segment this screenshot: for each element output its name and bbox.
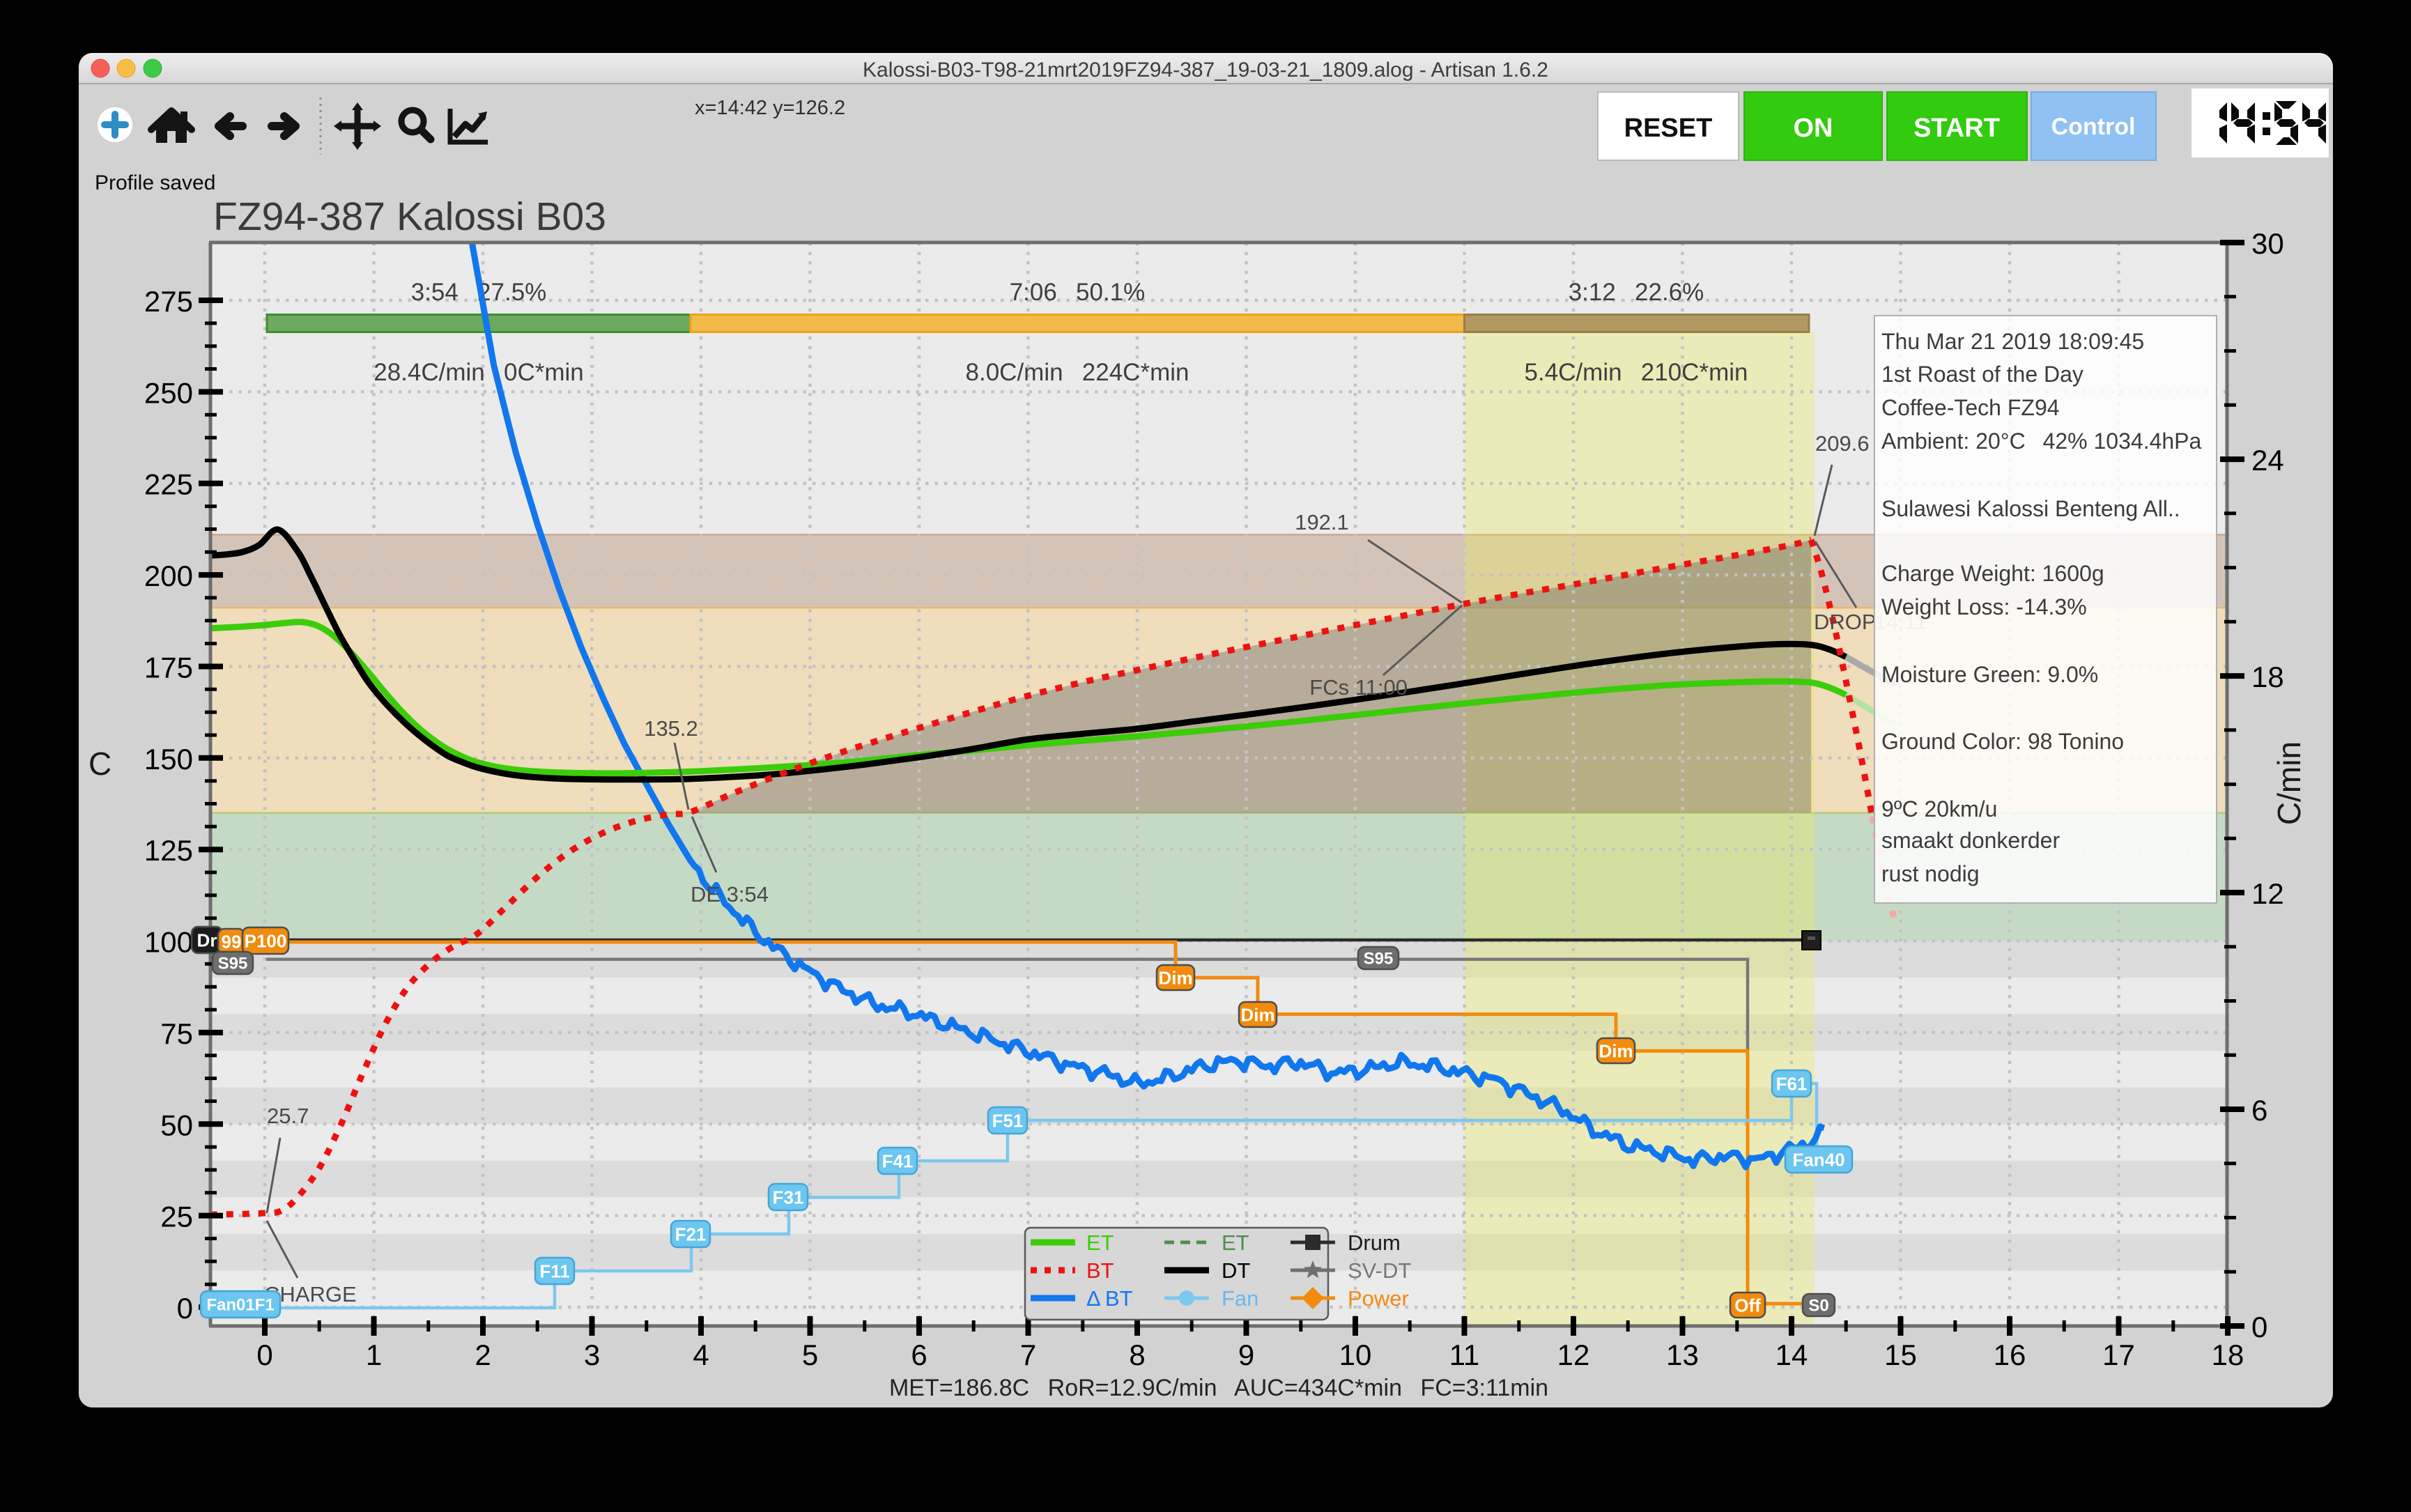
svg-text:15: 15 [1884,1339,1917,1371]
svg-text:3:12 22.6%: 3:12 22.6% [1569,279,1704,306]
svg-text:Fan40: Fan40 [1792,1149,1844,1170]
svg-text:125: 125 [144,834,193,867]
svg-text:275: 275 [144,285,193,318]
svg-text:3: 3 [584,1339,600,1371]
svg-text:12: 12 [2251,877,2284,910]
svg-text:28.4C/min 0C*min: 28.4C/min 0C*min [373,359,584,386]
svg-text:RESET: RESET [1624,114,1713,143]
svg-text:Dim: Dim [1240,1004,1274,1025]
svg-text:17: 17 [2102,1339,2135,1371]
svg-text:6: 6 [2251,1094,2267,1127]
svg-text:Ground Color: 98 Tonino: Ground Color: 98 Tonino [1881,729,2124,754]
svg-text:13: 13 [1666,1339,1699,1371]
svg-text:5: 5 [802,1339,818,1371]
svg-text:11: 11 [1449,1339,1480,1371]
svg-text:Sulawesi Kalossi Benteng All..: Sulawesi Kalossi Benteng All.. [1881,496,2180,521]
svg-text:smaakt donkerder: smaakt donkerder [1881,828,2060,853]
svg-text:Drum: Drum [1348,1231,1401,1255]
svg-text:225: 225 [144,468,193,501]
svg-text:30: 30 [2251,227,2284,260]
svg-text:Dim: Dim [1158,967,1192,988]
svg-text:4: 4 [693,1339,709,1371]
svg-text:Ambient: 20°C 42% 1034.4hPa: Ambient: 20°C 42% 1034.4hPa [1881,429,2202,454]
svg-text:18: 18 [2212,1339,2244,1371]
svg-text:ET: ET [1222,1231,1249,1255]
svg-text:Moisture Green: 9.0%: Moisture Green: 9.0% [1881,662,2098,687]
svg-text:Coffee-Tech FZ94: Coffee-Tech FZ94 [1881,395,2060,420]
svg-text:135.2: 135.2 [644,716,698,741]
svg-text:Power: Power [1348,1286,1409,1311]
svg-text:24: 24 [2251,444,2284,477]
svg-text:6: 6 [911,1339,927,1371]
svg-text:8: 8 [1129,1339,1145,1371]
svg-text:S95: S95 [218,955,248,973]
svg-text:Fan01F1: Fan01F1 [206,1296,274,1315]
svg-text:9: 9 [1238,1339,1254,1371]
svg-text:250: 250 [144,376,193,409]
svg-text:12: 12 [1557,1339,1590,1371]
svg-text:8.0C/min 224C*min: 8.0C/min 224C*min [966,359,1189,386]
svg-text:Dr: Dr [197,929,217,950]
svg-text:START: START [1913,114,2000,143]
svg-text:F31: F31 [773,1187,804,1208]
svg-text:F61: F61 [1776,1073,1808,1094]
svg-text:F21: F21 [675,1224,707,1244]
svg-text:Dim: Dim [1599,1040,1633,1061]
svg-text:5.4C/min 210C*min: 5.4C/min 210C*min [1525,359,1748,386]
svg-text:S95: S95 [1364,950,1394,969]
svg-text:25.7: 25.7 [267,1104,309,1128]
svg-text:175: 175 [144,651,193,684]
svg-text:Charge Weight: 1600g: Charge Weight: 1600g [1881,561,2104,586]
svg-text:Profile saved: Profile saved [95,171,215,194]
svg-text:ON: ON [1794,114,1833,143]
svg-text:50: 50 [160,1109,193,1141]
svg-text:99: 99 [222,931,242,952]
svg-text:0: 0 [2251,1311,2267,1343]
svg-text:DROP: DROP [1814,610,1877,634]
svg-text:Δ BT: Δ BT [1086,1286,1133,1311]
svg-text:1st Roast of the Day: 1st Roast of the Day [1881,362,2083,387]
svg-text:Thu Mar 21 2019 18:09:45: Thu Mar 21 2019 18:09:45 [1881,329,2144,354]
svg-text:16: 16 [1994,1339,2026,1371]
svg-text:9ºC 20km/u: 9ºC 20km/u [1881,796,1997,821]
svg-text:7: 7 [1020,1339,1036,1371]
svg-text:FZ94-387 Kalossi B03: FZ94-387 Kalossi B03 [213,194,606,239]
svg-text:2: 2 [475,1339,491,1371]
svg-text:25: 25 [160,1201,193,1233]
svg-text:ET: ET [1086,1231,1114,1255]
svg-text:7:06 50.1%: 7:06 50.1% [1010,279,1146,306]
svg-text:14: 14 [1775,1339,1808,1371]
svg-text:x=14:42 y=126.2: x=14:42 y=126.2 [695,97,845,119]
svg-text:FCs 11:00: FCs 11:00 [1309,675,1408,700]
svg-text:18: 18 [2251,661,2284,693]
svg-text:SV-DT: SV-DT [1348,1258,1411,1283]
svg-text:DE 3:54: DE 3:54 [691,882,769,907]
svg-text:MET=186.8C RoR=12.9C/min AUC: MET=186.8C RoR=12.9C/min AUC=434C*min FC… [889,1375,1548,1401]
svg-text:F41: F41 [882,1150,914,1171]
svg-text:100: 100 [144,926,193,959]
svg-text:1: 1 [366,1339,382,1371]
svg-text:10: 10 [1339,1339,1372,1371]
svg-text:P100: P100 [245,930,287,951]
svg-text:S0: S0 [1808,1297,1828,1316]
svg-text:F11: F11 [539,1260,569,1281]
svg-text:BT: BT [1086,1258,1114,1283]
svg-text:Off: Off [1734,1295,1761,1316]
svg-text:Fan: Fan [1222,1286,1258,1311]
svg-text:F51: F51 [992,1110,1024,1131]
svg-text:Control: Control [2051,114,2136,140]
svg-text:192.1: 192.1 [1295,510,1349,534]
svg-text:Kalossi-B03-T98-21mrt2019FZ94-: Kalossi-B03-T98-21mrt2019FZ94-387_19-03-… [863,59,1548,82]
svg-text:C: C [88,746,111,782]
svg-text:200: 200 [144,560,193,592]
svg-text:209.6: 209.6 [1815,431,1870,456]
svg-text:75: 75 [160,1017,193,1050]
svg-text:0: 0 [256,1339,272,1371]
svg-text:Weight Loss: -14.3%: Weight Loss: -14.3% [1881,594,2087,619]
svg-text:rust nodig: rust nodig [1881,861,1980,886]
svg-text:C/min: C/min [2271,741,2307,825]
svg-text:150: 150 [144,743,193,776]
svg-text:0: 0 [177,1292,193,1325]
svg-text:DT: DT [1222,1258,1250,1283]
